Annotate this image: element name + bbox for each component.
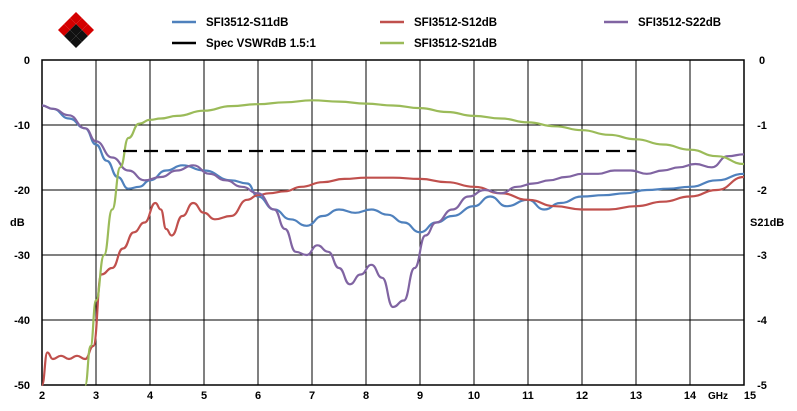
- y2-tick-label: -5: [757, 380, 767, 392]
- x-tick-label: 5: [201, 390, 207, 402]
- axis-layer: 2 3 4 5 6 7 8 9 10 11 12 13 14 15 0 -10 -20 -30 -40 -50 0 -1 -…: [14, 55, 768, 402]
- x-tick-label: 13: [630, 390, 642, 402]
- y2-tick-label: 0: [759, 55, 765, 67]
- x-tick-label: 4: [147, 390, 154, 402]
- x-axis-label: GHz: [708, 391, 728, 402]
- y-axis-label: dB: [10, 217, 25, 229]
- x-tick-label: 11: [522, 390, 534, 402]
- legend-label-s22: SFI3512-S22dB: [638, 17, 721, 29]
- y2-tick-label: -1: [757, 120, 767, 132]
- x-tick-label: 7: [309, 390, 315, 402]
- series-line-sfi3512-s22db: [41, 104, 745, 309]
- series-line-sfi3512-s11db: [41, 104, 745, 234]
- y-tick-label: -50: [14, 380, 30, 392]
- series-line-sfi3512-s21db: [84, 99, 745, 387]
- logo-icon: [56, 10, 96, 50]
- series-layer: [40, 99, 745, 387]
- x-tick-label: 2: [39, 390, 45, 402]
- legend-label-spec: Spec VSWRdB 1.5:1: [206, 38, 317, 50]
- grid-layer: [42, 60, 744, 385]
- x-tick-label: 8: [363, 390, 369, 402]
- legend: SFI3512-S11dB SFI3512-S12dB SFI3512-S22d…: [172, 17, 721, 50]
- legend-label-s21: SFI3512-S21dB: [414, 38, 497, 50]
- y-tick-label: 0: [24, 55, 30, 67]
- y2-axis-label: S21dB: [750, 217, 784, 229]
- y-tick-label: -20: [14, 185, 30, 197]
- y-tick-label: -10: [14, 120, 30, 132]
- plot-area: [41, 59, 745, 386]
- x-tick-label: 10: [468, 390, 480, 402]
- x-tick-label: 14: [684, 390, 697, 402]
- legend-label-s11: SFI3512-S11dB: [206, 17, 288, 29]
- y2-tick-label: -3: [757, 250, 767, 262]
- y2-tick-label: -4: [757, 315, 768, 327]
- x-tick-label: 12: [576, 390, 588, 402]
- x-tick-label: 9: [417, 390, 423, 402]
- y-tick-label: -30: [14, 250, 30, 262]
- y2-tick-label: -2: [757, 185, 767, 197]
- y-tick-label: -40: [14, 315, 30, 327]
- x-tick-label: 6: [255, 390, 261, 402]
- x-tick-label: 3: [93, 390, 99, 402]
- legend-label-s12: SFI3512-S12dB: [414, 17, 497, 29]
- x-tick-label: 15: [744, 390, 756, 402]
- series-line-sfi3512-s12db: [40, 175, 745, 387]
